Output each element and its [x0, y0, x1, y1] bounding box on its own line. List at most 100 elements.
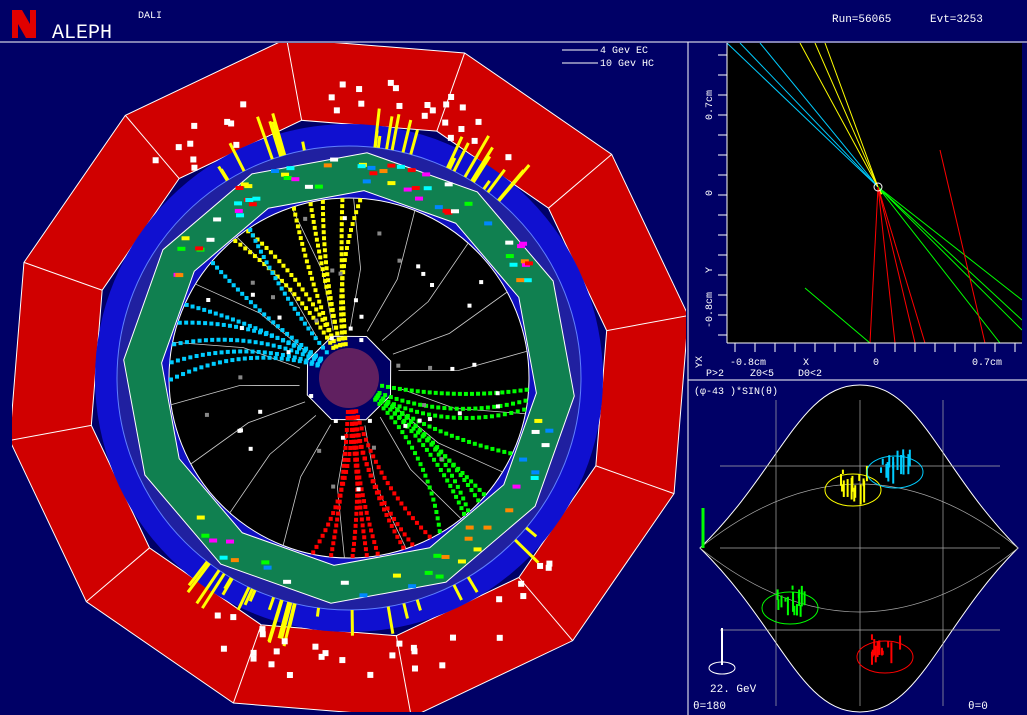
track-hit [433, 413, 438, 418]
track-hit [477, 415, 482, 420]
track-hit [451, 462, 456, 467]
track-hit [300, 287, 305, 292]
track-hit [341, 469, 346, 474]
track-hit [429, 491, 434, 496]
track-hit [339, 318, 344, 323]
track-hit [328, 296, 333, 301]
ecal-hit [434, 205, 443, 210]
hcal-hit [396, 102, 403, 109]
track-hit [433, 390, 438, 395]
ecal-hit [424, 570, 433, 575]
track-hit [458, 415, 463, 420]
track [739, 43, 886, 195]
track-hit [373, 459, 378, 464]
track-hit [309, 276, 314, 281]
track-hit [354, 511, 359, 516]
track-hit [320, 205, 325, 210]
track-hit [392, 516, 397, 521]
noise-hit [239, 326, 244, 331]
track-hit [341, 312, 346, 317]
noise-hit [427, 417, 432, 422]
track-hit [433, 426, 438, 431]
ecal-hit [248, 202, 257, 207]
energy-tower [885, 463, 888, 478]
track-hit [351, 415, 356, 420]
track-hit [351, 541, 356, 546]
track-hit [313, 231, 318, 236]
track-hit [203, 321, 208, 326]
track-hit [410, 445, 415, 450]
track-hit [406, 400, 411, 405]
track-hit [304, 306, 309, 311]
run-number: Run=56065 [832, 14, 891, 26]
noise-hit [270, 295, 275, 300]
track-hit [354, 409, 359, 414]
track-hit [284, 283, 289, 288]
track-hit [381, 507, 386, 512]
track-hit [241, 338, 246, 343]
energy-tower [792, 591, 795, 612]
energy-tower [908, 449, 911, 467]
track-hit [478, 443, 483, 448]
hcal-edge [395, 633, 411, 712]
track-hit [457, 391, 462, 396]
hcal-hit [505, 154, 512, 161]
track-hit [384, 512, 389, 517]
ecal-hit [407, 168, 416, 173]
track-hit [418, 402, 423, 407]
hcal-hit [358, 100, 365, 107]
track-hit [460, 470, 465, 475]
track-hit [448, 406, 453, 411]
noise-hit [329, 336, 334, 341]
ecal-hit [464, 201, 473, 206]
energy-tower [799, 604, 802, 617]
track-hit [479, 406, 484, 411]
track-hit [388, 407, 393, 412]
energy-tower [870, 651, 873, 665]
track-hit [215, 322, 220, 327]
track-hit [358, 505, 363, 510]
track-hit [340, 336, 345, 341]
ecal-hit [195, 246, 204, 251]
track-hit [312, 225, 317, 230]
energy-tower [888, 455, 891, 468]
track-hit [454, 494, 459, 499]
track-hit [257, 258, 262, 263]
noise-hit [397, 258, 402, 263]
track-hit [489, 414, 494, 419]
track-hit [302, 349, 307, 354]
noise-hit [317, 448, 322, 453]
track-hit [181, 372, 186, 377]
track-hit [356, 493, 361, 498]
hcal-hit [439, 662, 446, 669]
track-hit [213, 351, 218, 356]
track-hit [445, 478, 450, 483]
track-hit [250, 349, 255, 354]
track-hit [406, 511, 411, 516]
track-hit [307, 352, 312, 357]
ecal-hit [196, 515, 205, 520]
track-hit [455, 435, 460, 440]
energy-tower [800, 585, 803, 607]
x-tick-label: -0.8cm [730, 358, 766, 369]
track-hit [329, 333, 334, 338]
ecal-hit [516, 278, 525, 283]
track-hit [309, 208, 314, 213]
track-hit [346, 240, 351, 245]
track-hit [350, 222, 355, 227]
track-hit [472, 493, 477, 498]
energy-tower [887, 641, 890, 648]
track-hit [345, 415, 350, 420]
track-hit [325, 322, 330, 327]
track-hit [347, 234, 352, 239]
noise-hit [417, 418, 422, 423]
track-hit [424, 447, 429, 452]
track-hit [205, 363, 210, 368]
track-hit [172, 342, 177, 347]
ecal-tower [267, 599, 284, 644]
noise-hit [238, 375, 243, 380]
track-hit [315, 363, 320, 368]
track-hit [389, 523, 394, 528]
track-hit [321, 330, 326, 335]
track-hit [371, 479, 376, 484]
